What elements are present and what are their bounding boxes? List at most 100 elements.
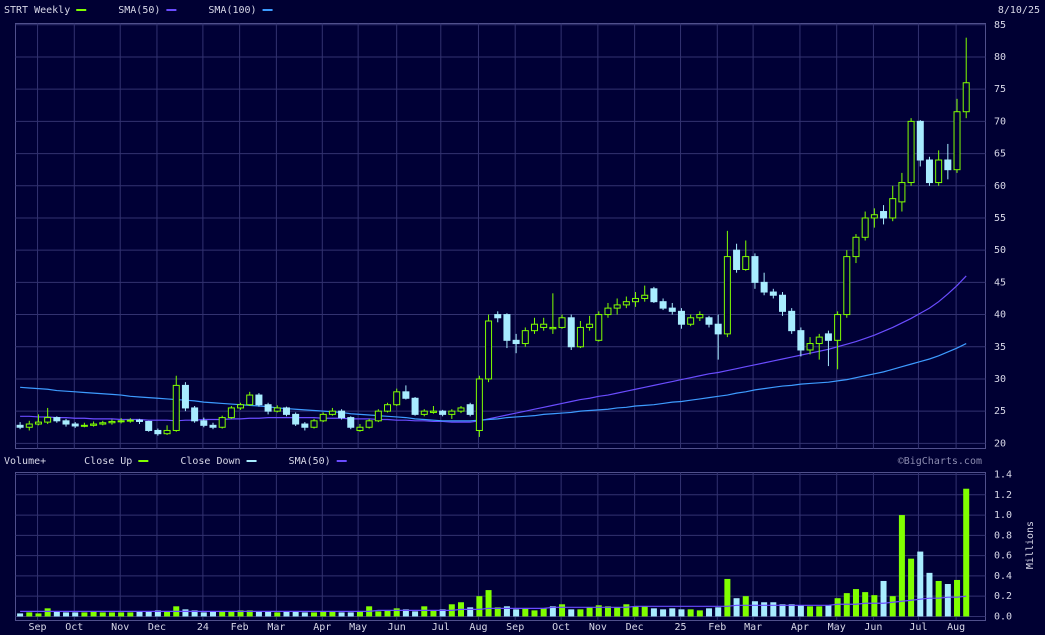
volume-bar: [926, 572, 933, 617]
candle-body: [34, 421, 42, 425]
candle-body: [282, 407, 290, 415]
volume-bar: [908, 558, 915, 617]
candle-body: [328, 410, 336, 415]
volume-bar: [706, 608, 713, 617]
x-tick-label: Sep: [506, 622, 524, 633]
candle-body: [485, 320, 493, 380]
y-tick-label: 70: [994, 116, 1006, 127]
volume-bar: [522, 608, 529, 617]
candle-body: [705, 317, 713, 325]
candle-body: [751, 256, 759, 283]
legend-label: SMA(100): [208, 5, 256, 16]
candle-body: [632, 297, 640, 303]
x-tick-label: Nov: [111, 622, 129, 633]
candle-body: [824, 333, 832, 341]
candle-body: [90, 423, 98, 426]
volume-bar: [660, 609, 667, 617]
x-tick-label: Aug: [469, 622, 487, 633]
volume-bar: [164, 611, 171, 617]
volume-bar: [17, 613, 24, 617]
candle-body: [861, 217, 869, 238]
price-panel: [15, 23, 986, 449]
x-tick-label: Feb: [231, 622, 249, 633]
candle-body: [365, 420, 373, 428]
candle-body: [44, 417, 52, 423]
candle-body: [880, 211, 888, 219]
volume-bar: [320, 611, 327, 617]
candle-body: [834, 314, 842, 341]
volume-bar: [788, 604, 795, 617]
candle-body: [962, 82, 970, 113]
volume-bar: [963, 488, 970, 617]
volume-bar: [246, 610, 253, 617]
volume-bar: [136, 611, 143, 617]
volume-bar: [862, 592, 869, 617]
candle-body: [310, 420, 318, 428]
candle-body: [80, 424, 88, 427]
volume-bar: [494, 607, 501, 617]
candle-body: [696, 314, 704, 319]
candle-body: [429, 410, 437, 413]
volume-bar: [531, 610, 538, 617]
candle-body: [714, 323, 722, 335]
candle-body: [255, 394, 263, 406]
candle-body: [117, 420, 125, 423]
volume-bar: [127, 612, 134, 617]
candle-body: [99, 422, 107, 425]
candle-body: [154, 429, 162, 435]
y-tick-label: 0.2: [994, 591, 1012, 602]
x-tick-label: Jul: [909, 622, 927, 633]
volume-bar: [797, 605, 804, 617]
y-tick-label: 1.2: [994, 490, 1012, 501]
volume-bar: [219, 611, 226, 617]
panel-title: Volume+: [4, 456, 46, 467]
volume-bar: [99, 612, 106, 617]
volume-bar: [467, 607, 474, 617]
candle-body: [457, 407, 465, 412]
candle-body: [393, 391, 401, 406]
x-tick-label: Dec: [148, 622, 166, 633]
volume-bar: [283, 611, 290, 617]
volume-bar: [807, 606, 814, 617]
volume-bar: [898, 515, 905, 617]
volume-bar: [44, 608, 51, 617]
candle-body: [870, 214, 878, 219]
volume-bar: [889, 596, 896, 617]
candle-body: [677, 310, 685, 325]
volume-bar: [715, 607, 722, 617]
volume-bar: [255, 611, 262, 617]
candle-body: [301, 423, 309, 428]
legend-label: SMA(50): [118, 5, 160, 16]
x-tick-label: Sep: [29, 622, 47, 633]
x-tick-label: Oct: [65, 622, 83, 633]
candle-body: [475, 378, 483, 431]
volume-bar: [237, 610, 244, 617]
volume-bar: [724, 578, 731, 617]
volume-bar: [568, 609, 575, 617]
volume-bar: [72, 612, 79, 617]
candle-body: [843, 256, 851, 316]
volume-bar: [81, 612, 88, 617]
candle-body: [448, 410, 456, 415]
y-tick-label: 30: [994, 374, 1006, 385]
volume-bar: [485, 590, 492, 617]
y-tick-label: 60: [994, 181, 1006, 192]
volume-bar: [421, 606, 428, 617]
volume-bar: [586, 607, 593, 617]
volume-bar: [35, 613, 42, 617]
volume-bar: [63, 612, 70, 617]
x-tick-label: 24: [197, 622, 209, 633]
volume-bar: [191, 610, 198, 617]
candle-body: [163, 429, 171, 435]
candle-body: [567, 317, 575, 348]
candle-body: [595, 314, 603, 341]
y-tick-label: 55: [994, 213, 1006, 224]
candle-body: [246, 394, 254, 406]
candle-body: [530, 323, 538, 332]
candle-body: [191, 407, 199, 422]
y-tick-label: 25: [994, 406, 1006, 417]
volume-bar: [577, 609, 584, 617]
candle-body: [742, 256, 750, 270]
candle-body: [237, 404, 245, 409]
